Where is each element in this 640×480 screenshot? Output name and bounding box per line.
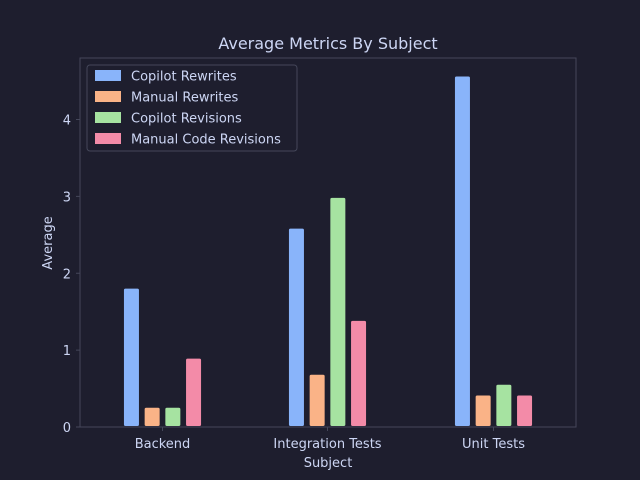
y-tick-label: 0 xyxy=(63,421,71,436)
y-tick-label: 1 xyxy=(63,344,71,359)
x-tick-label: Unit Tests xyxy=(462,437,525,452)
legend-items: Copilot Rewrites Manual Rewrites Copilot R… xyxy=(95,70,281,148)
bars xyxy=(123,76,533,427)
y-tick-label: 3 xyxy=(63,190,71,205)
bar-copilot-rewrites-backend xyxy=(123,288,139,427)
legend-label: Manual Rewrites xyxy=(131,91,239,106)
bar-manual-rewrites-integration-tests xyxy=(309,374,325,426)
x-axis-label: Subject xyxy=(304,456,353,471)
bar-copilot-revisions-backend xyxy=(165,407,181,426)
x-tick-label: Integration Tests xyxy=(273,437,381,452)
legend-swatch xyxy=(95,91,121,102)
bar-manual-code-revisions-unit-tests xyxy=(517,395,533,426)
x-axis: Backend Integration Tests Unit Tests xyxy=(135,427,525,452)
y-axis-label: Average xyxy=(41,216,56,269)
y-axis: 0 1 2 3 4 xyxy=(63,114,80,436)
chart-title: Average Metrics By Subject xyxy=(218,34,437,53)
legend-label: Manual Code Revisions xyxy=(131,133,281,148)
y-tick-label: 2 xyxy=(63,267,71,282)
bar-manual-code-revisions-backend xyxy=(186,358,202,426)
y-tick-label: 4 xyxy=(63,114,71,129)
bar-copilot-rewrites-integration-tests xyxy=(288,228,304,426)
bar-copilot-revisions-unit-tests xyxy=(496,384,512,426)
bar-copilot-revisions-integration-tests xyxy=(330,197,346,426)
bar-manual-rewrites-backend xyxy=(144,407,160,426)
legend-swatch xyxy=(95,112,121,123)
legend: Copilot Rewrites Manual Rewrites Copilot R… xyxy=(86,64,298,152)
bar-copilot-rewrites-unit-tests xyxy=(454,76,470,426)
legend-swatch xyxy=(95,133,121,144)
legend-box xyxy=(86,64,298,152)
x-tick-label: Backend xyxy=(135,437,191,452)
legend-label: Copilot Rewrites xyxy=(131,70,237,85)
bar-manual-code-revisions-integration-tests xyxy=(351,320,367,426)
bar-manual-rewrites-unit-tests xyxy=(475,395,491,426)
legend-label: Copilot Revisions xyxy=(131,112,242,127)
legend-swatch xyxy=(95,70,121,81)
